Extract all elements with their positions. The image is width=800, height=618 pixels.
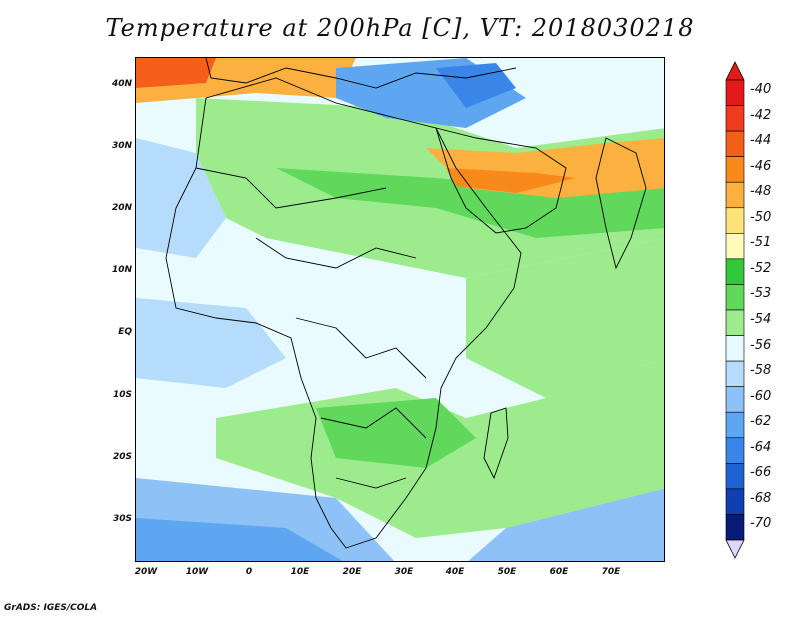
colorbar-level-label: -56 xyxy=(750,337,772,353)
lat-label-10s: 10S xyxy=(112,390,132,400)
cold-region-far-south-east xyxy=(468,488,664,561)
lat-label-30s: 30S xyxy=(112,514,132,524)
lat-label-10n: 10N xyxy=(111,265,132,275)
colorbar-level-label: -64 xyxy=(750,439,772,455)
colorbar-swatch xyxy=(725,156,745,183)
india-coastline xyxy=(595,137,647,270)
country-border-2 xyxy=(255,237,417,269)
colorbar-bottom-arrow xyxy=(725,539,745,559)
colorbar-swatch xyxy=(725,514,745,541)
lon-label-0: 0 xyxy=(245,567,253,577)
colorbar-level-label: -48 xyxy=(750,184,772,200)
warm-region-sahara-band xyxy=(276,168,664,238)
lon-label-10e: 10E xyxy=(290,567,310,577)
colorbar-level-label: -58 xyxy=(750,363,772,379)
colorbar-level-label: -44 xyxy=(750,133,772,149)
colorbar-level-label: -46 xyxy=(750,158,772,174)
lat-label-20s: 20S xyxy=(112,452,132,462)
colorbar-level-label: -66 xyxy=(750,465,772,481)
colorbar-swatch xyxy=(725,105,745,132)
lon-label-20e: 20E xyxy=(342,567,362,577)
country-border-3 xyxy=(295,317,427,379)
colorbar-swatch xyxy=(725,335,745,362)
colorbar-swatch xyxy=(725,411,745,439)
map-panel[interactable] xyxy=(135,57,665,562)
colorbar-level-label: -62 xyxy=(750,414,772,430)
colorbar-level-label: -68 xyxy=(750,490,772,506)
colorbar-top-arrow xyxy=(725,61,745,81)
warm-region-atlantic-core xyxy=(136,58,216,88)
colorbar-swatch xyxy=(725,284,745,311)
country-border-1 xyxy=(195,167,387,209)
temperature-field xyxy=(136,58,664,561)
colorbar-swatch xyxy=(725,386,745,413)
country-border-5 xyxy=(335,477,407,489)
lon-label-50e: 50E xyxy=(497,567,517,577)
colorbar-swatch xyxy=(725,360,745,387)
footer-credit: GrADS: IGES/COLA xyxy=(4,603,98,613)
lon-label-40e: 40E xyxy=(445,567,465,577)
colorbar-level-label: -51 xyxy=(750,235,772,251)
colorbar-swatch xyxy=(725,309,745,336)
colorbar-swatch xyxy=(725,207,745,234)
page-title: Temperature at 200hPa [C], VT: 201803021… xyxy=(105,14,695,42)
lat-label-40n: 40N xyxy=(111,79,132,89)
colorbar-swatch xyxy=(725,181,745,209)
europe-coastline xyxy=(205,58,517,89)
country-border-4 xyxy=(320,407,427,439)
colorbar-level-label: -60 xyxy=(750,388,772,404)
colorbar-level-label: -53 xyxy=(750,286,772,302)
lon-label-60e: 60E xyxy=(549,567,569,577)
arabia-coastline xyxy=(435,127,567,234)
madagascar-coastline xyxy=(483,407,509,480)
cold-region-turkey xyxy=(436,63,516,108)
warm-region-mozambique xyxy=(316,398,476,468)
temperature-map xyxy=(136,58,664,561)
coastlines-and-borders xyxy=(165,58,647,549)
colorbar-swatch xyxy=(725,233,745,260)
colorbar-swatch xyxy=(725,437,745,464)
colorbar-level-label: -70 xyxy=(750,516,772,532)
cold-region-west-tropical xyxy=(136,298,286,388)
colorbar-swatch xyxy=(725,488,745,515)
colorbar-swatch xyxy=(725,130,745,157)
lon-label-10w: 10W xyxy=(185,567,209,577)
colorbar-swatch xyxy=(725,258,745,285)
lon-label-70e: 70E xyxy=(601,567,621,577)
cold-region-south-atlantic-core xyxy=(136,518,343,561)
colorbar-level-label: -40 xyxy=(750,82,772,97)
lat-label-eq: EQ xyxy=(118,327,132,337)
colorbar-level-label: -54 xyxy=(750,312,772,327)
africa-coastline xyxy=(165,77,522,549)
colorbar-swatch xyxy=(725,79,745,106)
colorbar-level-label: -52 xyxy=(750,260,772,276)
lon-label-30e: 30E xyxy=(394,567,414,577)
lon-label-20w: 20W xyxy=(134,567,158,577)
lat-label-30n: 30N xyxy=(111,141,132,151)
lat-label-20n: 20N xyxy=(111,203,132,213)
colorbar-level-label: -50 xyxy=(750,209,772,225)
colorbar xyxy=(725,61,745,559)
colorbar-level-label: -42 xyxy=(750,107,772,123)
warm-region-arabia-core xyxy=(446,168,576,193)
colorbar-swatch xyxy=(725,463,745,490)
